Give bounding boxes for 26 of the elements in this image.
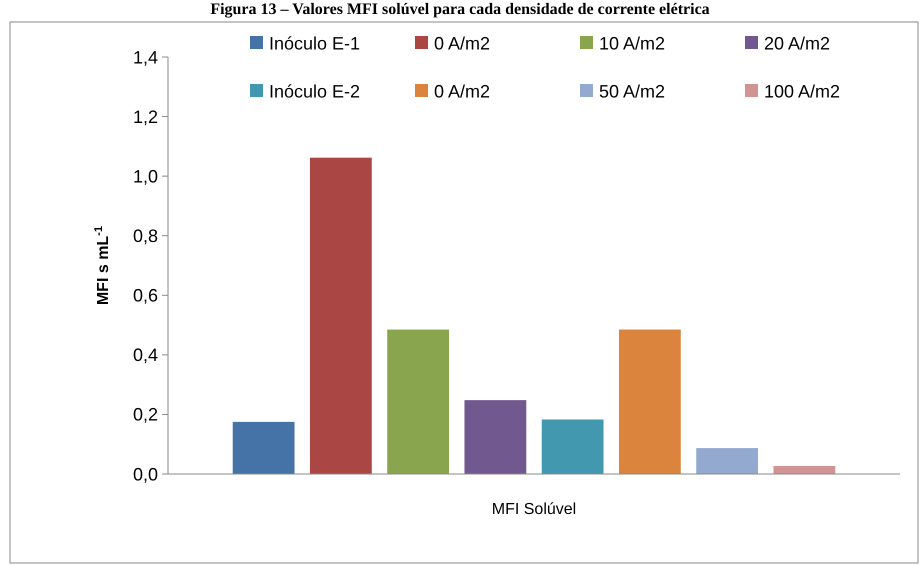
bar bbox=[310, 158, 372, 474]
legend-label: 20 A/m2 bbox=[764, 33, 830, 54]
y-tick-label: 1,2 bbox=[132, 106, 158, 127]
bar bbox=[773, 466, 836, 474]
legend-label: 0 A/m2 bbox=[434, 81, 490, 102]
bar bbox=[387, 330, 450, 474]
y-tick-label: 0,8 bbox=[132, 226, 158, 246]
bar bbox=[696, 448, 758, 474]
y-tick-label: 1,0 bbox=[132, 166, 158, 186]
bar bbox=[232, 422, 295, 474]
bar bbox=[464, 400, 526, 474]
y-tick-label: 0,0 bbox=[132, 464, 158, 484]
chart-title: Figura 13 – Valores MFI solúvel para cada densidade de corrente elétrica bbox=[210, 1, 710, 18]
legend-label: 0 A/m2 bbox=[434, 33, 490, 54]
legend-label: 100 A/m2 bbox=[764, 81, 840, 102]
legend-label: Inóculo E-1 bbox=[269, 33, 360, 54]
y-tick-label: 1,4 bbox=[132, 47, 158, 68]
legend-label: 50 A/m2 bbox=[599, 81, 666, 102]
bar bbox=[618, 330, 681, 474]
legend-label: 10 A/m2 bbox=[599, 33, 666, 54]
y-tick-label: 0,2 bbox=[132, 404, 158, 425]
bar bbox=[542, 419, 604, 474]
legend-label: Inóculo E-2 bbox=[269, 81, 360, 102]
x-tick-label: MFI Solúvel bbox=[492, 501, 576, 518]
y-tick-label: 0,6 bbox=[132, 286, 158, 306]
y-tick-label: 0,4 bbox=[132, 345, 158, 366]
